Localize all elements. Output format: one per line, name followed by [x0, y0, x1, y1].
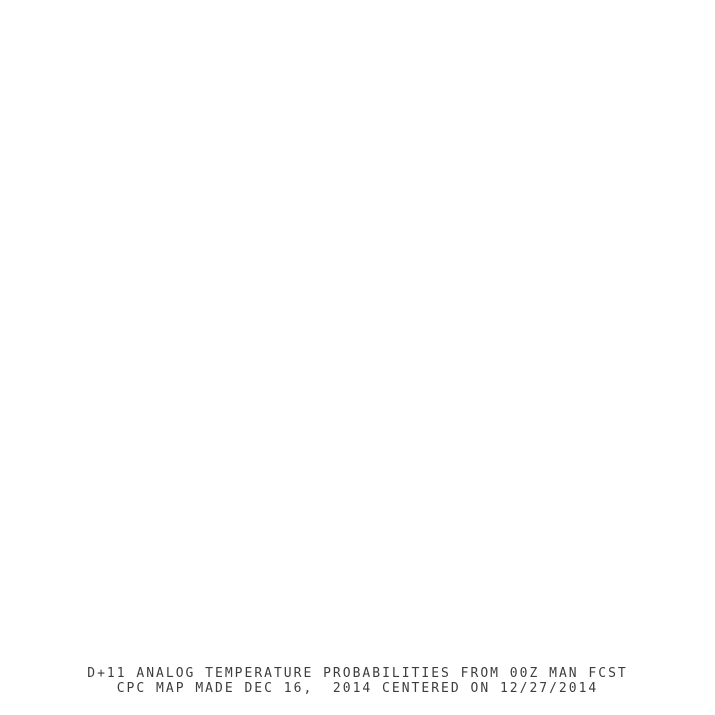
caption-line-1: D+11 ANALOG TEMPERATURE PROBABILITIES FR… [87, 666, 628, 681]
caption-line-2: CPC MAP MADE DEC 16, 2014 CENTERED ON 12… [116, 681, 599, 696]
map-caption: D+11 ANALOG TEMPERATURE PROBABILITIES FR… [0, 666, 715, 696]
